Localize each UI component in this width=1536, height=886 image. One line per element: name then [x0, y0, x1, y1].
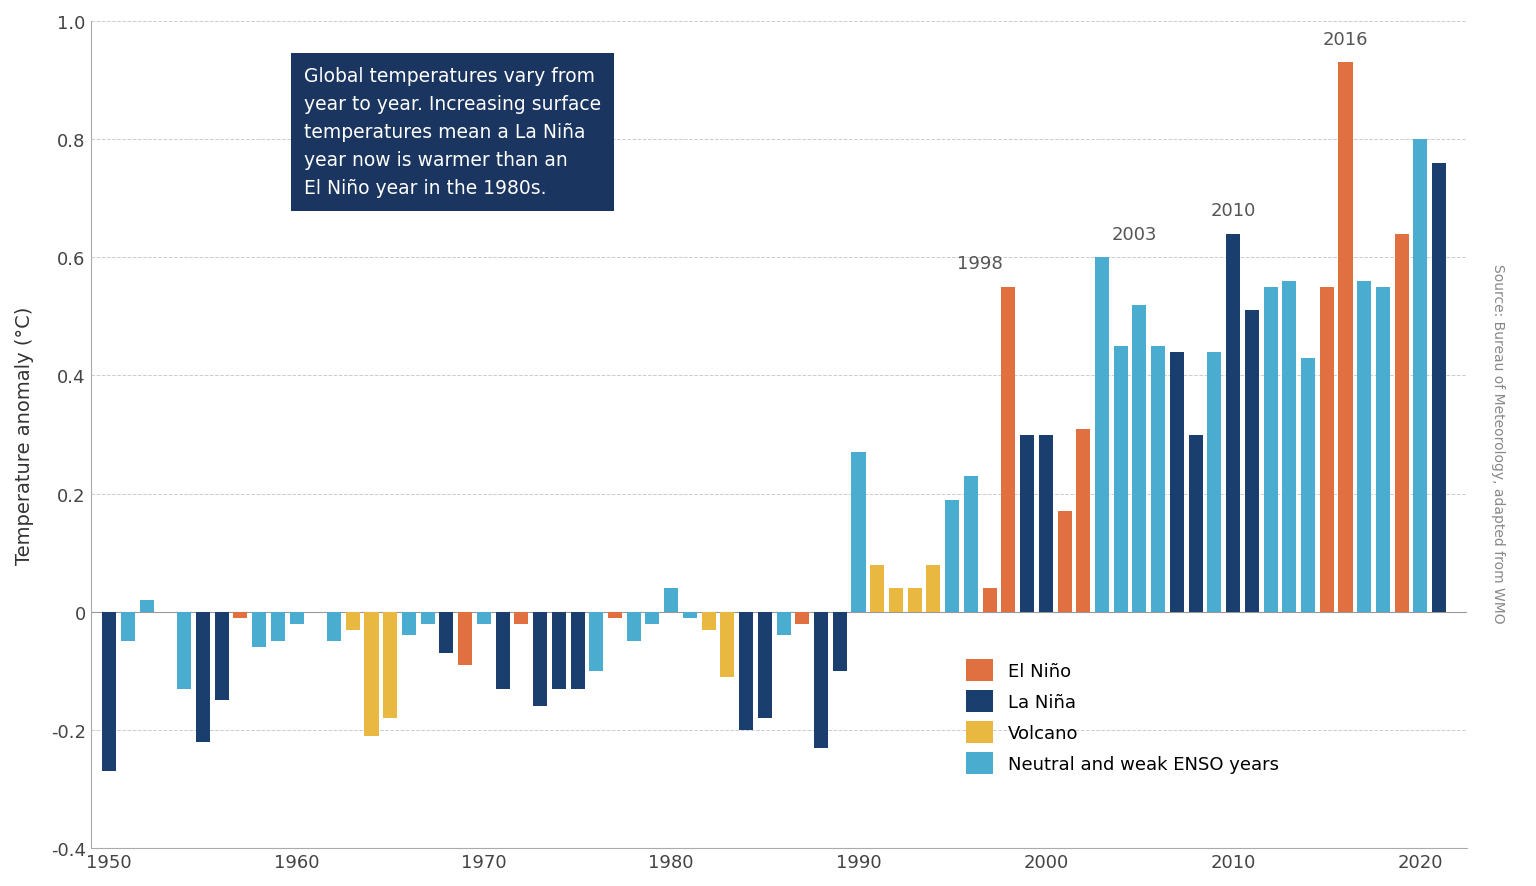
Bar — [346, 612, 359, 630]
Bar — [833, 612, 846, 671]
Bar — [889, 588, 903, 612]
Bar — [1038, 435, 1052, 612]
Bar — [908, 588, 922, 612]
Bar — [664, 588, 679, 612]
Bar — [496, 612, 510, 688]
Bar — [1376, 288, 1390, 612]
Bar — [290, 612, 304, 624]
Bar — [439, 612, 453, 654]
Bar — [515, 612, 528, 624]
Bar — [926, 565, 940, 612]
Bar — [364, 612, 378, 736]
Bar — [739, 612, 753, 730]
Bar — [476, 612, 492, 624]
Bar — [215, 612, 229, 701]
Bar — [1283, 282, 1296, 612]
Bar — [551, 612, 565, 688]
Bar — [197, 612, 210, 742]
Text: 2016: 2016 — [1322, 30, 1369, 49]
Bar — [1114, 346, 1127, 612]
Bar — [945, 500, 958, 612]
Bar — [1057, 512, 1072, 612]
Bar — [814, 612, 828, 748]
Text: Global temperatures vary from
year to year. Increasing surface
temperatures mean: Global temperatures vary from year to ye… — [304, 67, 601, 198]
Bar — [1413, 140, 1427, 612]
Bar — [121, 612, 135, 641]
Bar — [421, 612, 435, 624]
Bar — [1132, 306, 1146, 612]
Bar — [871, 565, 885, 612]
Text: Source: Bureau of Meteorology, adapted from WMO: Source: Bureau of Meteorology, adapted f… — [1490, 263, 1505, 623]
Bar — [382, 612, 398, 719]
Bar — [252, 612, 266, 648]
Bar — [796, 612, 809, 624]
Text: 2003: 2003 — [1112, 225, 1157, 244]
Bar — [1095, 258, 1109, 612]
Bar — [1319, 288, 1333, 612]
Bar — [177, 612, 190, 688]
Bar — [1020, 435, 1034, 612]
Bar — [570, 612, 585, 688]
Bar — [702, 612, 716, 630]
Bar — [777, 612, 791, 636]
Bar — [1001, 288, 1015, 612]
Bar — [590, 612, 604, 671]
Bar — [1301, 358, 1315, 612]
Bar — [608, 612, 622, 618]
Bar — [983, 588, 997, 612]
Y-axis label: Temperature anomaly (°C): Temperature anomaly (°C) — [15, 306, 34, 564]
Bar — [965, 477, 978, 612]
Bar — [1358, 282, 1372, 612]
Bar — [270, 612, 284, 641]
Bar — [851, 453, 865, 612]
Bar — [327, 612, 341, 641]
Bar — [1207, 353, 1221, 612]
Bar — [627, 612, 641, 641]
Legend: El Niño, La Niña, Volcano, Neutral and weak ENSO years: El Niño, La Niña, Volcano, Neutral and w… — [958, 652, 1286, 781]
Bar — [140, 601, 154, 612]
Bar — [645, 612, 659, 624]
Bar — [1150, 346, 1166, 612]
Text: 1998: 1998 — [957, 255, 1003, 273]
Bar — [1338, 63, 1353, 612]
Bar — [1077, 429, 1091, 612]
Bar — [1264, 288, 1278, 612]
Bar — [103, 612, 117, 772]
Bar — [1244, 311, 1260, 612]
Bar — [1395, 235, 1409, 612]
Bar — [1432, 164, 1447, 612]
Bar — [757, 612, 773, 719]
Bar — [458, 612, 472, 665]
Text: 2010: 2010 — [1210, 202, 1256, 220]
Bar — [684, 612, 697, 618]
Bar — [720, 612, 734, 677]
Bar — [402, 612, 416, 636]
Bar — [1170, 353, 1184, 612]
Bar — [1226, 235, 1240, 612]
Bar — [233, 612, 247, 618]
Bar — [1189, 435, 1203, 612]
Bar — [533, 612, 547, 706]
